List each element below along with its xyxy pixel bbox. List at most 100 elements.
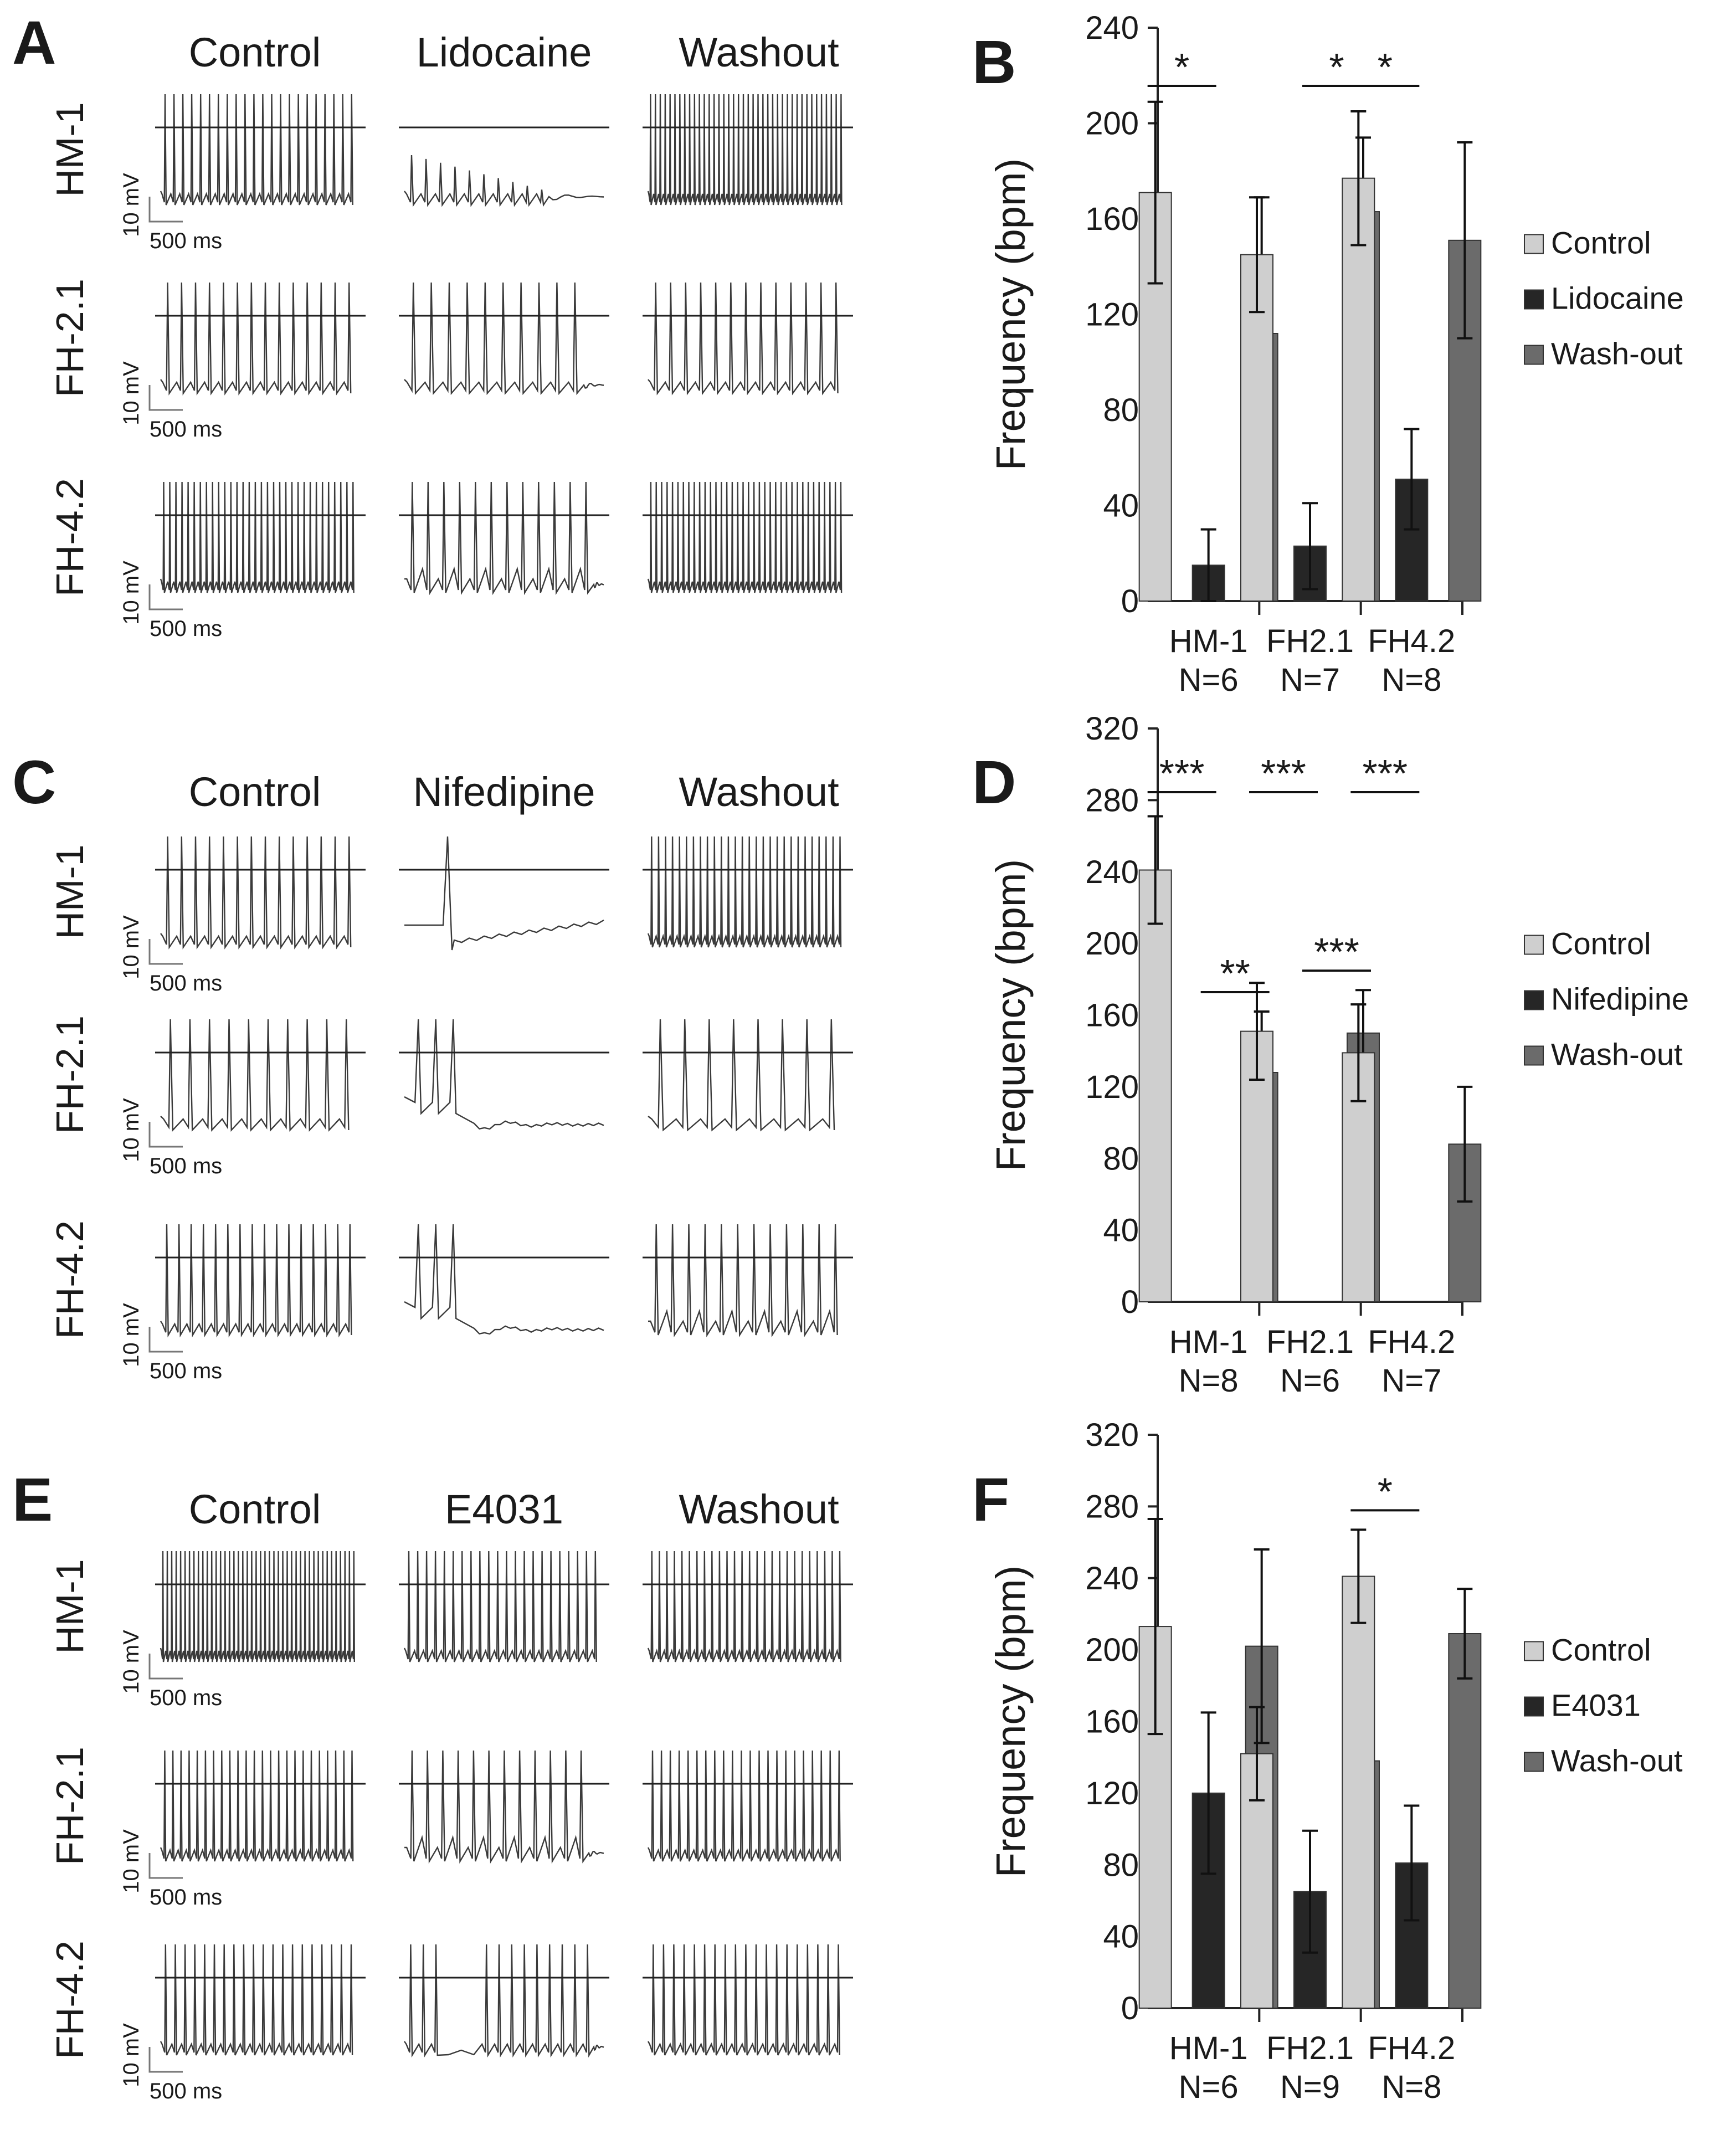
cell-line-label: FH-2.1 [48,1747,91,1865]
chart-B: B 0 40 80 120 160 200 240 Frequency (bpm) HM-1N=6… [972,10,1684,698]
y-tick-label: 320 [1085,1417,1139,1453]
y-tick-label: 160 [1085,1704,1139,1740]
scale-bar [148,2047,183,2073]
bar-control [1342,177,1375,602]
scale-mv-label: 10 mV [119,1829,143,1893]
scale-bar [148,1853,183,1879]
category-n-label: N=6 [1179,2069,1239,2105]
legend-swatch [1524,345,1544,365]
ap-trace-1-0-0 [160,836,352,949]
scale-mv-label: 10 mV [119,915,143,979]
condition-title: Lidocaine [417,29,592,75]
scale-bar [148,1122,183,1148]
legend-label: Control [1551,1633,1651,1667]
ap-trace-1-2-2 [648,1224,838,1338]
ap-trace-1-0-1 [404,836,604,951]
category-label: HM-1 [1169,623,1248,659]
y-tick-label: 240 [1085,10,1139,46]
ap-trace-1-2-1 [404,1224,604,1335]
scale-ms-label: 500 ms [150,2079,222,2103]
y-tick-label: 200 [1085,106,1139,142]
condition-title: Control [189,769,321,815]
cell-line-label: HM-1 [48,102,91,197]
ap-trace-2-0-0 [160,1551,355,1662]
panel-letter-E: E [12,1466,53,1534]
category-label: FH2.1 [1266,623,1354,659]
category-label: FH4.2 [1368,2030,1455,2066]
chart-D: D 0 40 80 120 160 200 240 280 320 Frequency (bpm) H… [972,711,1689,1399]
legend-swatch [1524,234,1544,254]
y-tick-label: 280 [1085,1489,1139,1525]
y-tick-label: 120 [1085,1069,1139,1105]
significance-marker: * [1329,45,1344,89]
ap-trace-1-1-1 [404,1019,604,1130]
ap-trace-2-2-1 [404,1944,604,2058]
scale-mv-label: 10 mV [119,1098,143,1162]
ap-trace-0-0-2 [647,94,843,206]
ap-trace-1-1-0 [160,1019,350,1132]
condition-title: Control [189,1486,321,1532]
cell-line-label: HM-1 [48,844,91,939]
y-axis-title: Frequency (bpm) [988,859,1034,1171]
bar-wash-out [1448,239,1482,602]
panel-letter-F: F [972,1466,1009,1534]
ap-trace-0-1-1 [404,282,604,396]
panel-letter-D: D [972,748,1016,817]
scale-ms-label: 500 ms [150,1154,222,1178]
legend-label: Control [1551,926,1651,961]
legend-swatch [1524,935,1544,955]
condition-title: Control [189,29,321,75]
y-tick-label: 0 [1121,583,1139,619]
scale-ms-label: 500 ms [150,1885,222,1910]
cell-line-label: FH-4.2 [48,1941,91,2059]
scale-mv-label: 10 mV [119,1303,143,1367]
cell-line-label: HM-1 [48,1559,91,1654]
legend-swatch [1524,990,1544,1010]
panel-letter-C: C [12,748,56,817]
condition-title: Washout [679,29,839,75]
y-tick-label: 80 [1103,1847,1139,1883]
cell-line-label: FH-4.2 [48,478,91,597]
ap-trace-0-1-0 [160,282,352,396]
category-n-label: N=7 [1280,662,1340,698]
legend-swatch [1524,1752,1544,1772]
y-tick-label: 120 [1085,297,1139,333]
bar-control [1342,1575,1375,2009]
y-tick-label: 40 [1103,488,1139,524]
category-n-label: N=8 [1179,1363,1239,1399]
ap-trace-2-1-2 [647,1750,841,1862]
y-tick-label: 40 [1103,1213,1139,1249]
scale-bar [148,1327,183,1353]
y-tick-label: 280 [1085,782,1139,818]
legend-label: Nifedipine [1551,982,1689,1017]
significance-marker: *** [1314,930,1359,973]
y-tick-label: 80 [1103,392,1139,428]
condition-title: Washout [679,769,839,815]
category-label: HM-1 [1169,2030,1248,2066]
scale-mv-label: 10 mV [119,2023,143,2087]
ap-trace-0-0-0 [160,94,353,206]
condition-title: E4031 [445,1486,563,1532]
y-tick-label: 120 [1085,1775,1139,1811]
legend-swatch [1524,1045,1544,1066]
panel-letter-B: B [972,28,1016,96]
scale-bar [148,939,183,965]
y-axis-title: Frequency (bpm) [988,158,1034,470]
category-n-label: N=8 [1381,662,1441,698]
ap-trace-0-2-1 [404,481,604,596]
legend-swatch [1524,1641,1544,1661]
y-tick-label: 0 [1121,1990,1139,2026]
significance-marker: *** [1362,752,1408,795]
y-tick-label: 200 [1085,1632,1139,1668]
scale-mv-label: 10 mV [119,561,143,625]
category-n-label: N=7 [1381,1363,1441,1399]
legend-label: Wash-out [1551,1037,1683,1072]
condition-title: Washout [679,1486,839,1532]
scale-ms-label: 500 ms [150,229,222,253]
ap-trace-1-0-2 [647,836,842,948]
significance-marker: * [1174,45,1189,89]
category-label: FH4.2 [1368,623,1455,659]
ap-trace-0-2-2 [647,481,843,593]
ap-trace-2-2-0 [160,1944,353,2056]
